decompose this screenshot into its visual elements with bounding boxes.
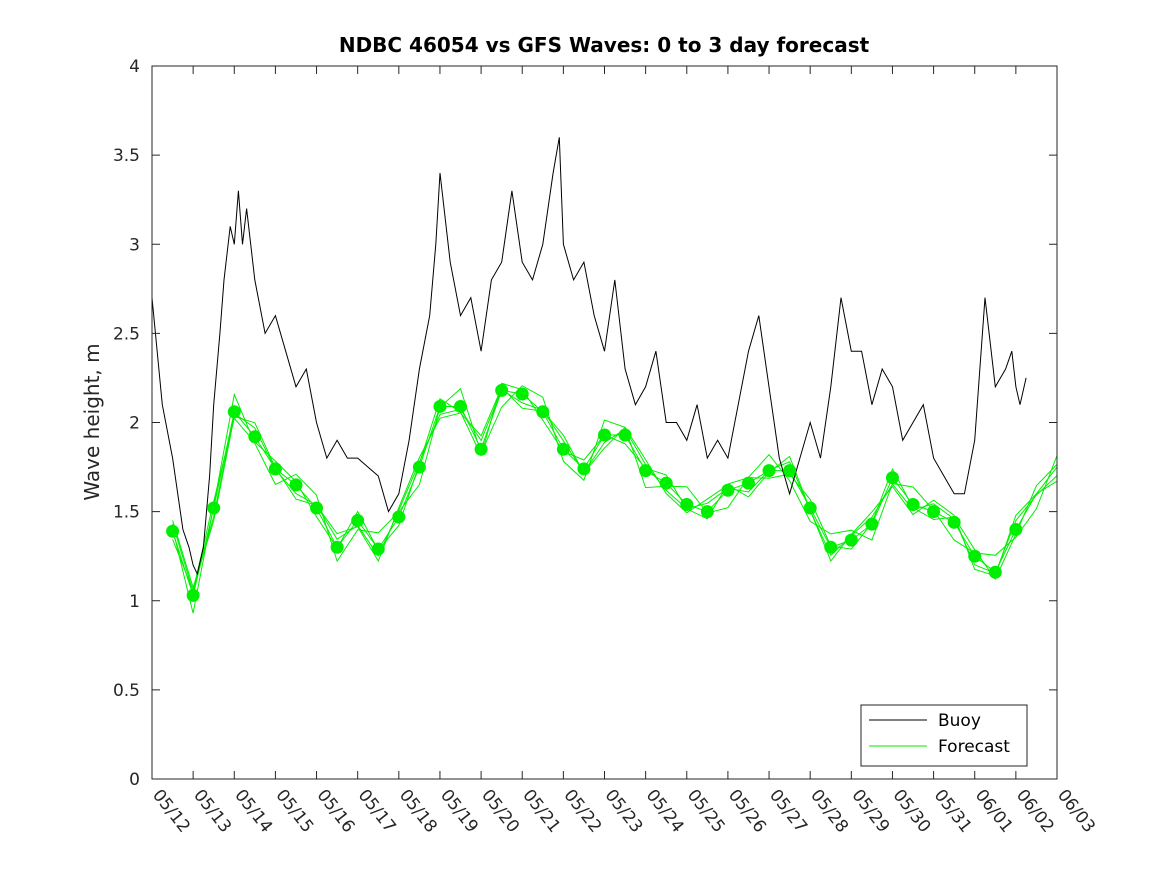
x-tick-label: 05/23: [601, 786, 647, 837]
legend-box: [860, 704, 1028, 767]
x-tick-label: 05/29: [847, 786, 893, 837]
forecast-marker: [392, 510, 406, 524]
marker-layer: [166, 383, 1023, 602]
forecast-marker: [248, 430, 262, 444]
forecast-marker: [927, 505, 941, 519]
forecast-marker: [289, 478, 303, 492]
forecast-marker: [824, 540, 838, 554]
x-tick-label: 05/19: [436, 786, 482, 837]
x-tick-label: 05/27: [765, 786, 811, 837]
x-tick-label: 05/16: [313, 786, 359, 837]
buoy-line: [151, 137, 1027, 576]
legend-label-forecast: Forecast: [938, 737, 1010, 757]
x-tick-label: 06/03: [1053, 786, 1099, 837]
x-tick-label: 05/26: [724, 786, 770, 837]
forecast-marker: [659, 476, 673, 490]
y-tick-label: 3: [129, 235, 140, 255]
forecast-marker: [1009, 522, 1023, 536]
forecast-marker: [741, 476, 755, 490]
forecast-marker: [844, 533, 858, 547]
x-tick-label: 05/13: [189, 786, 235, 837]
x-tick-label: 05/12: [148, 786, 194, 837]
x-tick-label: 06/01: [971, 786, 1017, 837]
x-tick-label: 05/28: [806, 786, 852, 837]
x-tick-label: 05/24: [642, 786, 688, 837]
legend-label-buoy: Buoy: [938, 711, 981, 731]
forecast-marker: [412, 460, 426, 474]
forecast-marker: [762, 464, 776, 478]
forecast-marker: [988, 565, 1002, 579]
forecast-marker: [865, 517, 879, 531]
forecast-marker: [495, 383, 509, 397]
x-tick-label: 05/22: [559, 786, 605, 837]
y-tick-label: 2.5: [113, 324, 140, 344]
y-tick-label: 3.5: [113, 146, 140, 166]
x-tick-label: 05/20: [477, 786, 523, 837]
y-tick-label: 1: [129, 592, 140, 612]
forecast-marker: [227, 405, 241, 419]
forecast-marker: [515, 387, 529, 401]
forecast-marker: [351, 514, 365, 528]
forecast-marker: [454, 399, 468, 413]
forecast-marker: [186, 588, 200, 602]
legend: Buoy Forecast: [860, 704, 1028, 767]
y-tick-label: 0: [129, 770, 140, 790]
forecast-marker: [310, 501, 324, 515]
forecast-marker: [268, 462, 282, 476]
y-tick-label: 2: [129, 414, 140, 434]
y-axis-label: Wave height, m: [80, 343, 104, 500]
forecast-marker: [207, 501, 221, 515]
forecast-marker: [885, 471, 899, 485]
y-tick-label: 0.5: [113, 681, 140, 701]
forecast-marker: [968, 549, 982, 563]
forecast-marker: [721, 483, 735, 497]
x-tick-label: 05/31: [930, 786, 976, 837]
forecast-marker: [680, 497, 694, 511]
forecast-marker: [577, 462, 591, 476]
forecast-marker: [639, 464, 653, 478]
forecast-marker: [947, 515, 961, 529]
forecast-marker: [330, 540, 344, 554]
forecast-marker: [803, 501, 817, 515]
forecast-marker: [556, 442, 570, 456]
y-axis: 0 0.5 1 1.5 2 2.5 3 3.5 4: [113, 57, 1057, 790]
x-tick-label: 05/21: [518, 786, 564, 837]
x-tick-label: 05/18: [395, 786, 441, 837]
y-tick-label: 4: [129, 57, 140, 77]
forecast-marker: [474, 442, 488, 456]
forecast-marker: [906, 497, 920, 511]
forecast-marker: [536, 405, 550, 419]
forecast-marker: [700, 505, 714, 519]
forecast-marker: [433, 399, 447, 413]
x-tick-label: 05/17: [354, 786, 400, 837]
forecast-marker: [783, 464, 797, 478]
x-tick-label: 05/30: [889, 786, 935, 837]
forecast-marker: [598, 428, 611, 442]
forecast-marker: [166, 524, 180, 538]
y-tick-label: 1.5: [113, 503, 140, 523]
x-tick-label: 05/15: [271, 786, 317, 837]
chart-title: NDBC 46054 vs GFS Waves: 0 to 3 day fore…: [339, 33, 870, 57]
forecast-marker: [618, 428, 632, 442]
x-tick-label: 05/14: [230, 786, 276, 837]
x-tick-label: 06/02: [1012, 786, 1058, 837]
plot-background: [152, 66, 1057, 779]
forecast-marker: [371, 542, 385, 556]
x-tick-label: 05/25: [683, 786, 729, 837]
